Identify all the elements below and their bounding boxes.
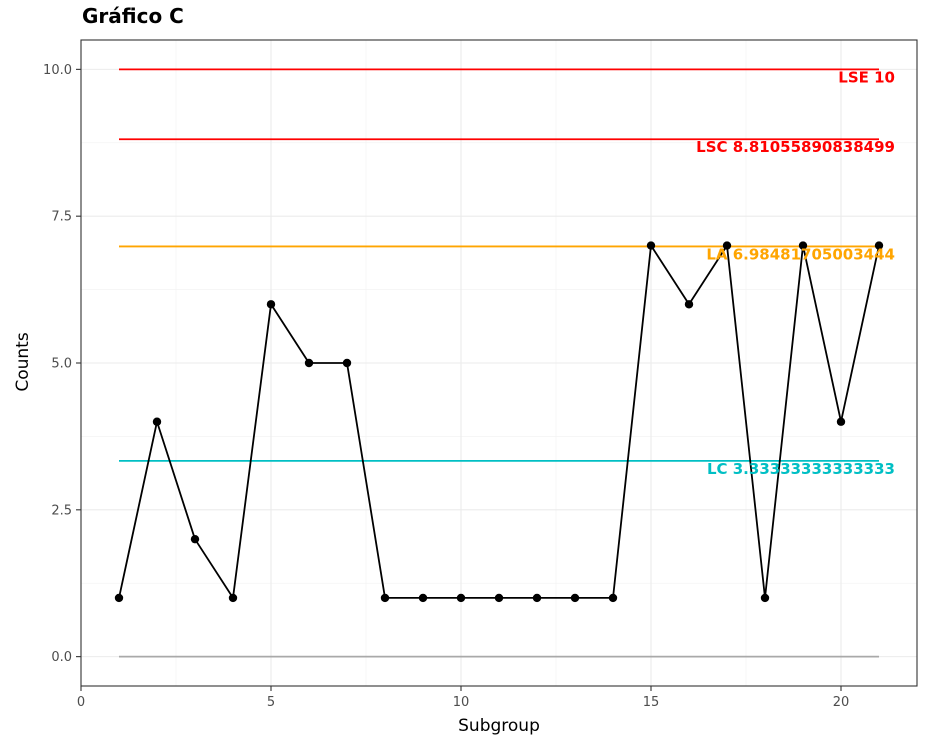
x-tick-label: 5 [267, 695, 275, 710]
data-point [494, 593, 504, 603]
data-point [798, 241, 808, 250]
data-point [760, 593, 770, 603]
data-point [266, 300, 276, 309]
y-axis: 0.0 2.5 5.0 7.5 10.0 [43, 63, 81, 665]
x-tick-label: 15 [643, 695, 660, 710]
reference-lines [119, 68, 879, 658]
chart-title: Gráfico C [82, 4, 184, 28]
reference-line-label: LC 3.33333333333333 [707, 460, 895, 478]
data-point [570, 593, 580, 603]
data-point [114, 593, 124, 603]
reference-line-label: LSC 8.81055890838499 [696, 138, 895, 156]
reference-line-label: LA 6.98481705003444 [706, 245, 895, 263]
data-point [342, 358, 352, 368]
data-point [722, 241, 732, 250]
x-axis-label: Subgroup [458, 716, 540, 736]
x-tick-label: 20 [833, 695, 850, 710]
y-tick-label: 7.5 [51, 210, 72, 225]
data-point [456, 593, 466, 603]
data-point [380, 593, 390, 603]
data-point [608, 593, 618, 603]
data-point [836, 417, 846, 426]
y-tick-label: 5.0 [51, 357, 72, 372]
data-point [152, 417, 162, 426]
data-point [874, 241, 884, 250]
data-point [646, 241, 656, 250]
y-tick-label: 10.0 [43, 63, 72, 78]
y-tick-label: 2.5 [51, 503, 72, 518]
data-point [684, 300, 694, 309]
data-point [190, 534, 200, 544]
x-tick-label: 10 [453, 695, 470, 710]
y-axis-label: Counts [13, 332, 33, 391]
reference-labels: LSE 10 LSC 8.81055890838499 LA 6.984817050… [696, 68, 895, 478]
data-point [304, 358, 314, 368]
y-tick-label: 0.0 [51, 650, 72, 665]
x-axis: 0 5 10 15 20 [77, 686, 849, 710]
reference-line-label: LSE 10 [838, 68, 895, 86]
x-tick-label: 0 [77, 695, 85, 710]
series-layer [114, 241, 884, 603]
data-point [228, 593, 238, 603]
data-point [418, 593, 428, 603]
data-point [532, 593, 542, 603]
